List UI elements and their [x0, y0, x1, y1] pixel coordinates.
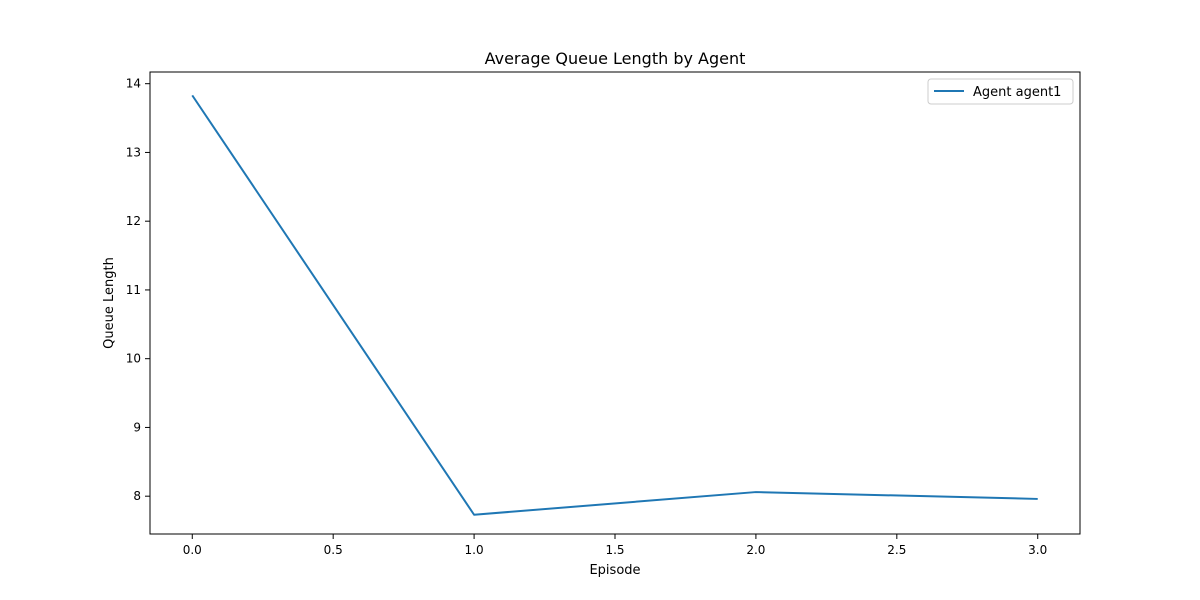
x-tick-label: 1.5 — [605, 543, 624, 557]
series-line-agent1 — [191, 94, 1038, 516]
plot-frame — [149, 71, 1081, 535]
x-axis-label: Episode — [589, 563, 640, 578]
x-tick-label: 3.0 — [1028, 543, 1047, 557]
y-tick-label: 13 — [126, 145, 141, 159]
y-tick-label: 11 — [126, 283, 141, 297]
x-tick-label: 1.0 — [465, 543, 484, 557]
x-tick-label: 0.0 — [183, 543, 202, 557]
y-axis-label: Queue Length — [102, 257, 117, 349]
legend-box — [927, 78, 1074, 105]
legend-label: Agent agent1 — [973, 85, 1061, 100]
y-tick-label: 12 — [126, 214, 141, 228]
axis-ticks: 0.0 0.5 1.0 1.5 2.0 2.5 3.0 8 9 10 11 12 13 14 — [126, 77, 1048, 557]
y-tick-label: 8 — [133, 489, 141, 503]
legend: Agent agent1 — [927, 78, 1074, 105]
series-lines — [191, 94, 1038, 516]
y-tick-label: 14 — [126, 77, 141, 91]
chart-title: Average Queue Length by Agent — [485, 49, 746, 68]
y-tick-label: 9 — [133, 420, 141, 434]
x-tick-label: 0.5 — [324, 543, 343, 557]
x-tick-label: 2.5 — [887, 543, 906, 557]
y-tick-label: 10 — [126, 352, 141, 366]
x-tick-label: 2.0 — [746, 543, 765, 557]
